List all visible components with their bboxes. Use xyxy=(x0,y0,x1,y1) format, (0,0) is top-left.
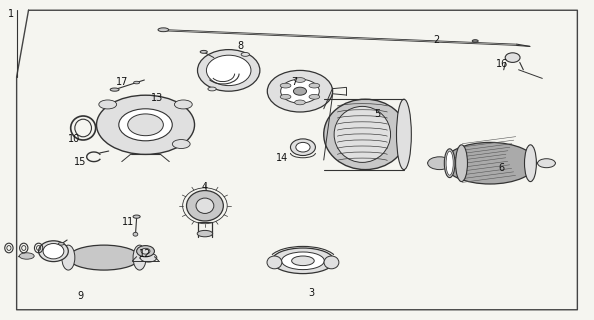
Text: 12: 12 xyxy=(140,249,151,260)
Ellipse shape xyxy=(158,28,169,32)
Ellipse shape xyxy=(271,248,334,274)
Text: 8: 8 xyxy=(238,41,244,52)
Ellipse shape xyxy=(200,51,207,53)
Ellipse shape xyxy=(43,244,64,259)
Ellipse shape xyxy=(456,145,467,182)
Text: 5: 5 xyxy=(374,108,380,119)
Ellipse shape xyxy=(292,256,314,266)
Ellipse shape xyxy=(133,215,140,218)
Text: 13: 13 xyxy=(151,92,163,103)
Text: 4: 4 xyxy=(202,182,208,192)
Ellipse shape xyxy=(444,149,455,178)
Ellipse shape xyxy=(137,246,154,257)
Ellipse shape xyxy=(172,140,190,148)
Text: 17: 17 xyxy=(116,76,128,87)
Ellipse shape xyxy=(525,145,536,182)
Ellipse shape xyxy=(324,256,339,269)
Ellipse shape xyxy=(295,100,305,105)
Ellipse shape xyxy=(296,142,310,152)
Ellipse shape xyxy=(134,81,140,84)
Ellipse shape xyxy=(280,94,291,99)
Ellipse shape xyxy=(281,79,320,103)
Ellipse shape xyxy=(197,230,213,237)
Ellipse shape xyxy=(19,253,34,259)
Ellipse shape xyxy=(96,95,194,155)
Ellipse shape xyxy=(175,100,192,109)
Text: 7: 7 xyxy=(291,76,297,87)
Text: 16: 16 xyxy=(496,59,508,69)
Ellipse shape xyxy=(197,50,260,91)
Text: 9: 9 xyxy=(77,291,83,301)
Ellipse shape xyxy=(282,252,324,269)
Ellipse shape xyxy=(58,243,64,245)
Text: 1: 1 xyxy=(8,9,14,20)
Text: 11: 11 xyxy=(122,217,134,228)
Ellipse shape xyxy=(324,99,407,170)
Text: 10: 10 xyxy=(68,134,80,144)
Text: 15: 15 xyxy=(74,156,86,167)
Text: 6: 6 xyxy=(499,163,505,173)
Ellipse shape xyxy=(444,142,536,184)
Text: 2: 2 xyxy=(434,35,440,45)
Ellipse shape xyxy=(187,191,223,221)
Ellipse shape xyxy=(505,53,520,62)
Ellipse shape xyxy=(207,55,251,86)
Ellipse shape xyxy=(293,87,307,95)
Ellipse shape xyxy=(428,157,451,170)
Ellipse shape xyxy=(267,70,333,112)
Ellipse shape xyxy=(128,114,163,136)
Ellipse shape xyxy=(309,94,320,99)
Ellipse shape xyxy=(309,83,320,88)
Text: 3: 3 xyxy=(309,288,315,298)
Ellipse shape xyxy=(140,253,157,262)
Ellipse shape xyxy=(133,245,146,270)
Ellipse shape xyxy=(62,245,75,270)
Ellipse shape xyxy=(538,159,555,168)
Ellipse shape xyxy=(196,198,214,213)
Ellipse shape xyxy=(446,151,453,175)
Ellipse shape xyxy=(472,40,478,42)
Ellipse shape xyxy=(119,109,172,141)
Ellipse shape xyxy=(290,139,315,156)
Ellipse shape xyxy=(39,241,68,262)
Ellipse shape xyxy=(68,245,140,270)
Ellipse shape xyxy=(133,232,138,236)
Ellipse shape xyxy=(141,248,150,254)
Ellipse shape xyxy=(295,78,305,83)
Ellipse shape xyxy=(110,88,119,91)
Text: 14: 14 xyxy=(276,153,288,164)
Ellipse shape xyxy=(99,100,116,109)
Ellipse shape xyxy=(241,52,249,56)
Ellipse shape xyxy=(280,83,291,88)
Ellipse shape xyxy=(396,99,411,170)
Ellipse shape xyxy=(208,87,216,91)
Ellipse shape xyxy=(267,256,282,269)
Ellipse shape xyxy=(334,106,390,163)
